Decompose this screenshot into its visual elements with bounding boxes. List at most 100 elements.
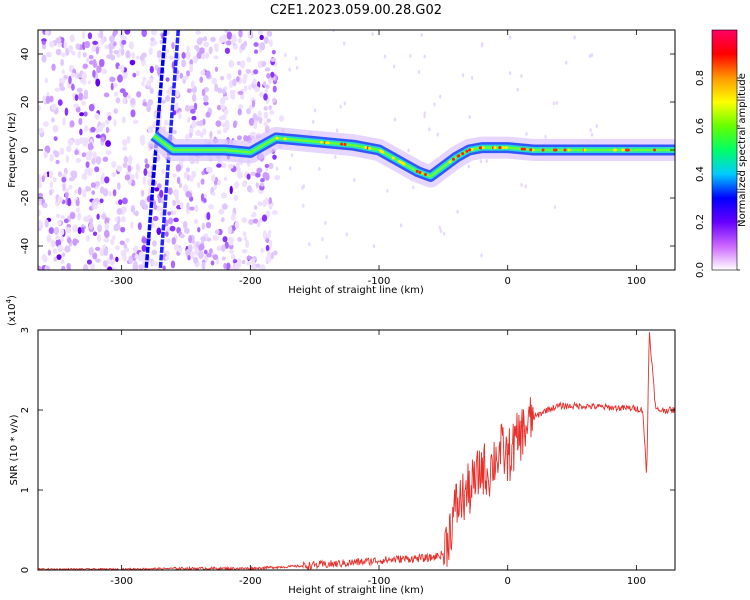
- noise-speck: [38, 104, 41, 112]
- noise-speck: [178, 247, 183, 254]
- noise-speck: [240, 60, 246, 69]
- spectrogram-xtick-label: 0: [505, 276, 511, 287]
- noise-speck: [241, 259, 246, 265]
- noise-speck: [133, 119, 139, 125]
- noise-speck: [48, 170, 54, 179]
- noise-speck: [82, 264, 89, 270]
- noise-speck: [64, 245, 71, 253]
- noise-speck: [210, 36, 216, 42]
- noise-speck: [438, 225, 441, 230]
- noise-speck: [200, 178, 205, 185]
- noise-speck: [148, 47, 153, 56]
- noise-speck: [255, 182, 260, 188]
- noise-speck: [134, 253, 140, 260]
- noise-speck: [69, 35, 74, 41]
- noise-speck: [71, 50, 76, 56]
- noise-speck: [138, 255, 143, 262]
- ridge-peak: [529, 148, 533, 152]
- noise-speck: [284, 53, 287, 58]
- noise-speck: [166, 30, 170, 36]
- noise-speck: [61, 265, 66, 270]
- noise-speck: [237, 236, 242, 242]
- noise-speck: [372, 244, 376, 249]
- noise-speck: [130, 109, 136, 118]
- noise-speck: [223, 262, 227, 269]
- noise-speck: [205, 221, 212, 229]
- noise-speck: [82, 78, 87, 85]
- noise-speck: [209, 248, 213, 254]
- noise-speck: [73, 239, 79, 244]
- noise-speck: [241, 181, 247, 188]
- spectrogram-ytick-label: 0: [20, 147, 31, 153]
- ridge-peak: [520, 147, 524, 151]
- noise-speck: [121, 197, 128, 205]
- spectrogram-ytick-label: -20: [20, 190, 31, 206]
- noise-speck: [221, 34, 227, 43]
- noise-speck: [179, 72, 184, 79]
- noise-speck: [456, 209, 459, 214]
- noise-speck: [129, 59, 136, 66]
- noise-speck: [77, 186, 82, 196]
- noise-speck: [57, 244, 63, 253]
- noise-speck: [139, 199, 146, 208]
- noise-speck: [321, 237, 324, 242]
- noise-speck: [371, 32, 374, 37]
- noise-speck: [141, 52, 147, 58]
- noise-speck: [169, 225, 176, 232]
- noise-speck: [217, 179, 222, 186]
- snr-xtick-label: 100: [627, 576, 646, 587]
- noise-speck: [342, 41, 346, 46]
- noise-speck: [51, 63, 56, 71]
- noise-speck: [254, 86, 260, 93]
- noise-speck: [68, 177, 75, 182]
- noise-speck: [271, 210, 278, 215]
- noise-speck: [77, 226, 82, 234]
- noise-speck: [214, 229, 220, 235]
- noise-speck: [273, 250, 278, 256]
- noise-speck: [143, 168, 148, 177]
- noise-speck: [208, 203, 214, 210]
- noise-speck: [85, 186, 92, 192]
- noise-speck: [214, 66, 219, 72]
- noise-speck: [467, 164, 470, 169]
- noise-speck: [95, 156, 102, 165]
- noise-speck: [224, 30, 229, 33]
- noise-speck: [46, 234, 52, 243]
- noise-speck: [162, 265, 166, 270]
- noise-speck: [105, 140, 111, 147]
- noise-speck: [223, 127, 228, 133]
- noise-speck: [236, 76, 240, 83]
- noise-speck: [104, 44, 109, 50]
- noise-speck: [220, 217, 225, 223]
- noise-speck: [90, 182, 97, 188]
- noise-speck: [242, 231, 247, 237]
- noise-speck: [220, 162, 227, 169]
- noise-speck: [102, 156, 109, 162]
- noise-speck: [302, 184, 306, 189]
- noise-speck: [249, 131, 256, 137]
- noise-speck: [181, 52, 186, 59]
- noise-speck: [88, 103, 95, 112]
- noise-speck: [42, 95, 47, 104]
- noise-speck: [101, 213, 107, 220]
- noise-speck: [83, 111, 88, 117]
- noise-speck: [265, 255, 272, 263]
- noise-speck: [508, 35, 512, 40]
- noise-speck: [233, 182, 240, 188]
- noise-speck: [132, 72, 137, 78]
- noise-speck: [91, 157, 96, 165]
- colorbar-scale: [711, 29, 738, 271]
- noise-speck: [266, 118, 271, 123]
- noise-speck: [197, 181, 201, 188]
- noise-speck: [44, 145, 51, 154]
- noise-speck: [224, 109, 229, 116]
- noise-speck: [41, 54, 47, 63]
- noise-speck: [198, 244, 203, 251]
- noise-speck: [229, 266, 236, 270]
- noise-speck: [197, 226, 201, 233]
- noise-speck: [74, 189, 80, 194]
- noise-speck: [79, 112, 85, 117]
- noise-speck: [525, 131, 528, 136]
- noise-speck: [88, 150, 93, 156]
